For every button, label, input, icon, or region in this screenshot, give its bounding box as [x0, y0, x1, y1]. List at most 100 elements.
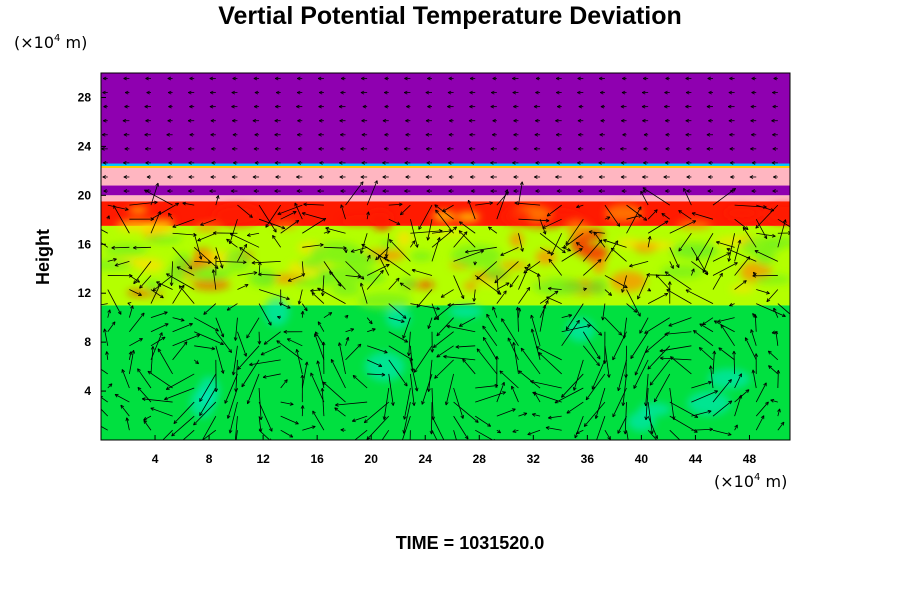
vector-arrow — [771, 330, 778, 335]
boundary-line-yellow — [101, 165, 790, 168]
vector-arrow — [168, 212, 173, 220]
vector-arrow — [145, 76, 151, 81]
vector-arrow — [496, 429, 501, 434]
vector-arrow — [399, 282, 411, 290]
vector-arrow — [323, 312, 333, 319]
vector-arrow — [275, 90, 281, 95]
vector-arrow — [637, 275, 649, 300]
vector-arrows — [101, 76, 790, 440]
vector-arrow — [278, 289, 283, 306]
vector-arrow — [280, 219, 300, 234]
y-tick-label: 4 — [84, 384, 91, 398]
vector-arrow — [548, 415, 562, 420]
texture-blob — [450, 244, 502, 269]
vector-arrow — [194, 331, 224, 346]
vector-arrow — [128, 349, 135, 375]
texture-blob — [448, 304, 483, 319]
vector-arrow — [339, 175, 346, 179]
vector-arrow — [707, 175, 713, 179]
vector-arrow — [340, 189, 346, 193]
vector-arrow — [416, 289, 433, 308]
vector-arrow — [310, 288, 324, 293]
vector-arrow — [490, 104, 497, 109]
vector-arrow — [620, 175, 627, 179]
vector-arrow — [575, 242, 584, 248]
vector-arrow — [189, 104, 195, 109]
vector-arrow — [361, 161, 368, 165]
vector-arrow — [455, 344, 476, 349]
vector-arrow — [647, 236, 652, 248]
vector-arrow — [685, 132, 692, 137]
vector-arrow — [513, 104, 519, 109]
vector-arrow — [577, 118, 584, 123]
vector-arrow — [561, 248, 583, 262]
vector-arrow — [604, 204, 621, 227]
vector-arrow — [215, 331, 232, 353]
vector-arrow — [686, 189, 692, 193]
vector-arrow — [513, 132, 519, 137]
vector-arrow — [473, 261, 478, 266]
vector-arrow — [375, 247, 390, 261]
vector-arrow — [150, 182, 159, 206]
vector-arrow — [647, 287, 652, 292]
texture-blob — [396, 230, 412, 248]
vector-arrow — [668, 317, 692, 327]
vector-arrow — [354, 429, 368, 440]
vector-arrow — [165, 373, 195, 390]
vector-arrow — [447, 146, 454, 151]
vector-arrow — [686, 161, 692, 165]
vector-arrow — [167, 76, 173, 81]
vector-arrow — [440, 289, 454, 298]
vector-arrow — [752, 313, 757, 318]
x-tick-label: 32 — [527, 452, 541, 466]
vector-arrow — [470, 161, 476, 165]
vector-arrow — [642, 76, 649, 81]
vector-arrow — [210, 175, 216, 179]
vector-arrow — [296, 90, 303, 95]
vector-arrow — [188, 146, 195, 151]
texture-blob — [272, 222, 298, 229]
vector-arrow — [448, 132, 454, 137]
vector-arrow — [432, 331, 454, 348]
texture-blob — [254, 270, 277, 287]
texture-blob — [610, 270, 647, 292]
vector-arrow — [729, 76, 735, 81]
vector-arrow — [469, 76, 476, 81]
vector-arrow — [532, 413, 541, 417]
vector-arrow — [572, 359, 584, 391]
vector-arrow — [340, 428, 346, 432]
vector-arrow — [345, 343, 362, 361]
vector-arrow — [730, 189, 735, 193]
vector-arrow — [771, 161, 778, 165]
texture-blob — [299, 257, 325, 270]
texture-blob — [385, 306, 411, 329]
vector-arrow — [122, 118, 130, 123]
vector-arrow — [262, 373, 281, 379]
vector-arrow — [512, 161, 519, 165]
vector-arrow — [345, 261, 365, 280]
vector-arrow — [144, 189, 173, 206]
vector-arrow — [402, 401, 411, 434]
vector-arrow — [600, 104, 605, 109]
vector-arrow — [691, 427, 713, 432]
vector-arrow — [318, 146, 324, 151]
vector-arrow — [311, 292, 325, 304]
vector-arrow — [513, 146, 519, 151]
texture-blob — [165, 264, 186, 285]
vector-arrow — [434, 204, 454, 220]
vector-arrow — [626, 289, 641, 317]
vector-arrow — [626, 206, 642, 234]
vector-arrow — [691, 390, 719, 403]
vector-arrow — [734, 394, 743, 417]
vector-arrow — [241, 359, 260, 388]
vector-arrow — [513, 189, 519, 193]
vector-arrow — [533, 104, 541, 109]
vector-arrow — [352, 375, 368, 389]
vector-arrow — [233, 317, 238, 341]
vector-arrow — [708, 365, 714, 389]
vector-arrow — [685, 76, 692, 81]
vector-arrow — [599, 132, 605, 137]
vector-arrow — [751, 369, 757, 389]
vector-arrow — [254, 161, 260, 165]
vector-arrow — [501, 318, 519, 347]
